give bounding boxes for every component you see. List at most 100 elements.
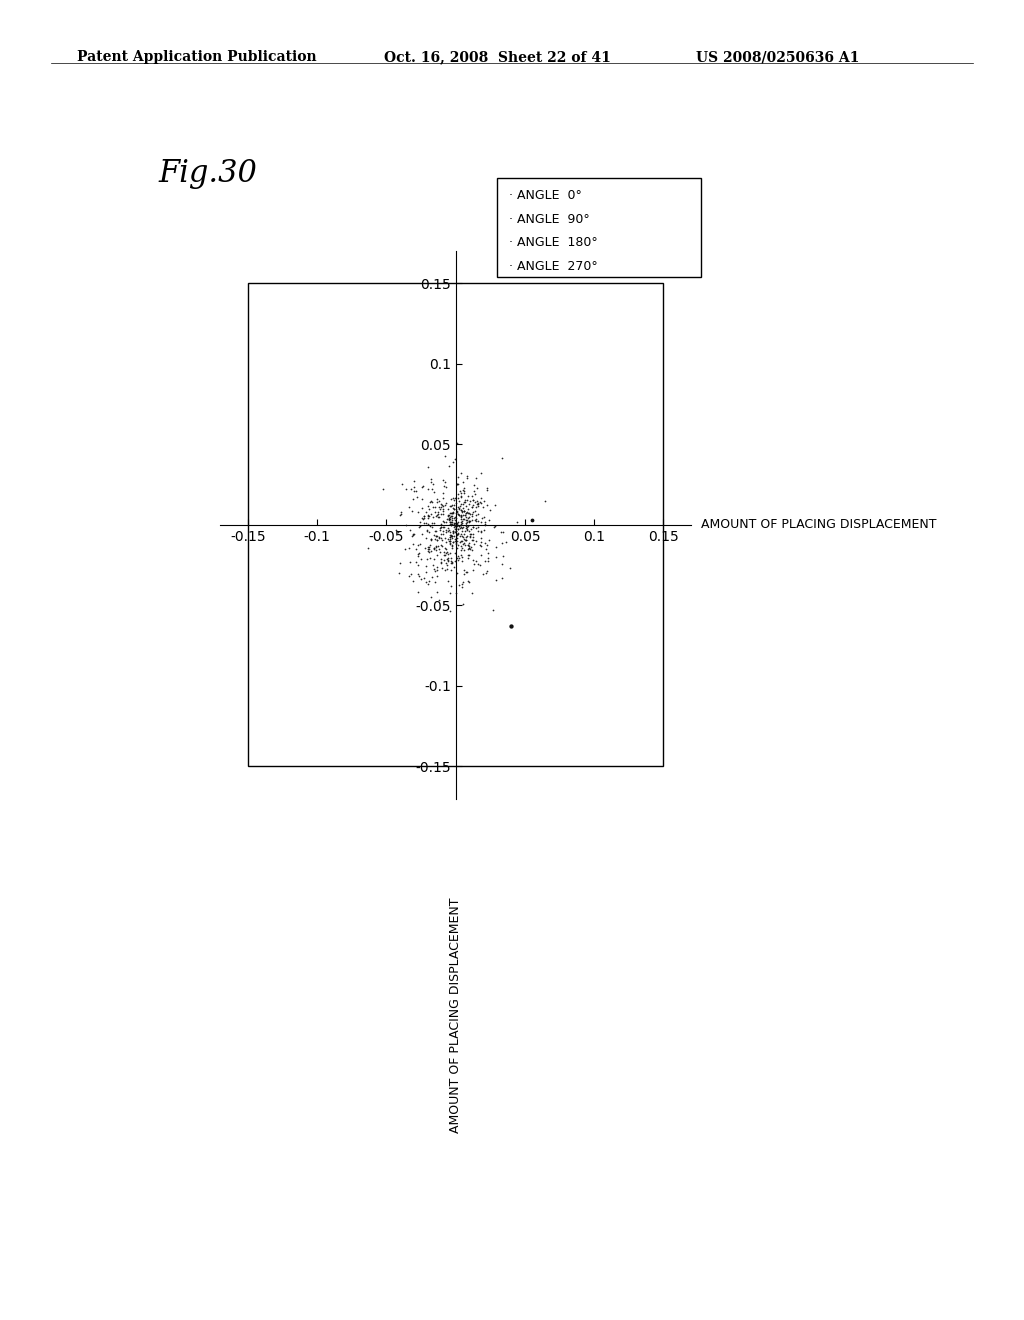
Point: [438, 521, 455, 543]
Point: [440, 570, 457, 591]
Point: [459, 502, 475, 523]
Point: [406, 524, 422, 545]
Point: [461, 536, 477, 557]
Point: [434, 520, 451, 541]
Point: [443, 576, 460, 597]
Point: [460, 535, 476, 556]
Point: [433, 494, 450, 515]
Point: [455, 498, 471, 519]
Point: [459, 561, 475, 582]
Point: [487, 536, 504, 557]
Point: [467, 491, 483, 512]
Point: [458, 529, 474, 550]
Point: [442, 506, 459, 527]
Point: [393, 502, 410, 523]
Point: [450, 515, 466, 536]
Point: [443, 552, 460, 573]
Point: [444, 521, 461, 543]
Point: [431, 525, 447, 546]
Point: [468, 550, 484, 572]
Point: [406, 525, 422, 546]
Point: [416, 506, 432, 527]
Point: [437, 471, 454, 492]
Point: [434, 535, 451, 556]
Point: [446, 519, 463, 540]
Point: [451, 498, 467, 519]
Point: [416, 507, 432, 528]
Point: [426, 524, 442, 545]
Point: [446, 531, 463, 552]
Point: [438, 508, 455, 529]
Point: [480, 543, 497, 564]
Point: [443, 496, 460, 517]
Point: [479, 548, 496, 569]
Point: [457, 564, 473, 585]
Point: [440, 544, 457, 565]
Point: [421, 541, 437, 562]
Point: [435, 516, 452, 537]
Point: [449, 521, 465, 543]
Point: [464, 510, 480, 531]
Point: [443, 525, 460, 546]
Point: [464, 540, 480, 561]
Point: [459, 561, 475, 582]
Point: [428, 536, 444, 557]
Point: [410, 581, 426, 602]
Point: [453, 515, 469, 536]
Point: [445, 516, 462, 537]
Point: [456, 594, 472, 615]
Point: [411, 545, 427, 566]
Point: [440, 506, 457, 527]
Point: [442, 560, 459, 581]
Point: [443, 511, 460, 532]
Point: [459, 516, 475, 537]
Point: [494, 447, 510, 469]
Point: [449, 528, 465, 549]
Point: [446, 528, 463, 549]
Point: [437, 543, 454, 564]
Point: [403, 525, 420, 546]
Point: [438, 541, 455, 562]
Point: [435, 495, 452, 516]
Point: [426, 482, 442, 503]
Point: [453, 531, 469, 552]
Point: [458, 529, 474, 550]
Point: [456, 480, 472, 502]
Point: [418, 561, 434, 582]
Point: [455, 480, 471, 502]
Point: [466, 480, 482, 502]
Point: [456, 508, 472, 529]
Point: [441, 512, 458, 533]
Point: [424, 479, 440, 500]
Point: [449, 562, 465, 583]
Point: [447, 550, 464, 572]
Point: [458, 517, 474, 539]
Point: [461, 533, 477, 554]
Point: [453, 504, 469, 525]
Point: [441, 507, 458, 528]
Point: [453, 513, 469, 535]
Point: [412, 512, 428, 533]
Point: [427, 496, 443, 517]
Point: [412, 516, 428, 537]
Point: [451, 516, 467, 537]
Point: [418, 502, 434, 523]
Point: [411, 544, 427, 565]
Point: [452, 531, 468, 552]
Point: [454, 523, 470, 544]
Point: [431, 528, 447, 549]
Point: [430, 491, 446, 512]
Point: [442, 533, 459, 554]
Point: [440, 550, 457, 572]
Point: [459, 467, 475, 488]
Point: [440, 504, 457, 525]
Point: [428, 506, 444, 527]
Text: Oct. 16, 2008  Sheet 22 of 41: Oct. 16, 2008 Sheet 22 of 41: [384, 50, 611, 65]
Point: [464, 582, 480, 603]
Point: [404, 488, 421, 510]
Point: [441, 527, 458, 548]
Point: [462, 525, 478, 546]
Point: [463, 503, 479, 524]
Point: [502, 557, 518, 578]
Point: [418, 528, 434, 549]
